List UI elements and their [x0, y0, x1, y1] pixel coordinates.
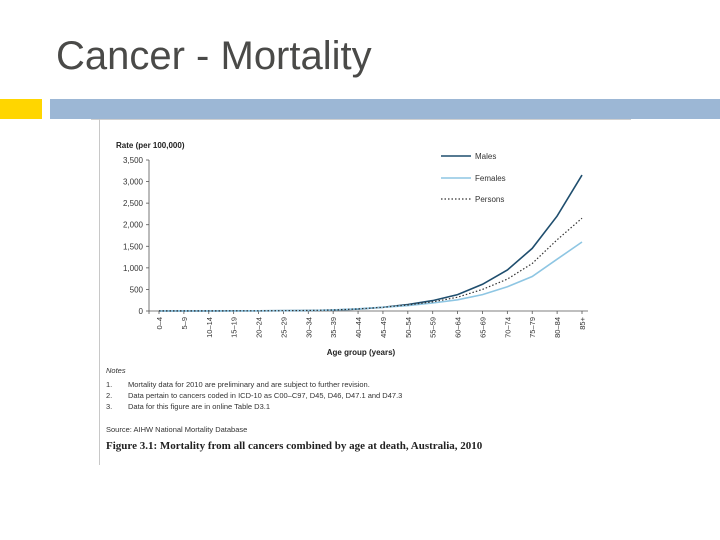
y-tick-label: 1,000	[123, 264, 144, 273]
series-line-males	[159, 174, 583, 312]
x-tick-label: 10–14	[205, 317, 214, 338]
y-tick-label: 0	[139, 307, 144, 316]
series-line-persons	[159, 217, 583, 312]
legend-label: Males	[475, 152, 496, 161]
x-tick-label: 20–24	[255, 317, 264, 338]
y-tick-label: 3,500	[123, 156, 144, 165]
accent-bar-yellow	[0, 99, 42, 119]
x-tick-label: 80–84	[553, 317, 562, 338]
figure-caption: Figure 3.1: Mortality from all cancers c…	[106, 440, 483, 452]
series-line-females	[159, 241, 583, 312]
x-tick-label: 85+	[578, 316, 587, 329]
series-lines	[159, 174, 583, 312]
note-item: 2. Data pertain to cancers coded in ICD-…	[106, 390, 402, 401]
legend-label: Persons	[475, 195, 504, 204]
note-text: Mortality data for 2010 are preliminary …	[128, 380, 370, 389]
x-tick-label: 25–29	[279, 317, 288, 338]
y-tick-label: 500	[130, 285, 144, 294]
x-tick-label: 50–54	[404, 317, 413, 338]
figure-left-border	[99, 119, 100, 465]
y-tick-label: 3,000	[123, 178, 144, 187]
note-number: 2.	[106, 391, 113, 400]
note-text: Data pertain to cancers coded in ICD-10 …	[128, 391, 403, 400]
figure-panel: Rate (per 100,000) Age group (years) 0 50…	[91, 119, 631, 465]
note-item: 3. Data for this figure are in online Ta…	[106, 401, 402, 412]
x-tick-label: 35–39	[329, 317, 338, 338]
figure-top-border	[91, 119, 631, 120]
x-tick-label: 15–19	[230, 317, 239, 338]
slide-title: Cancer - Mortality	[56, 34, 372, 78]
x-tick-label: 30–34	[304, 317, 313, 338]
x-tick-label: 70–74	[503, 317, 512, 338]
x-tick-label: 65–69	[478, 317, 487, 338]
note-text: Data for this figure are in online Table…	[128, 402, 271, 411]
y-tick-label: 2,500	[123, 199, 144, 208]
source-note: Source: AIHW National Mortality Database	[106, 425, 248, 434]
notes-list: 1. Mortality data for 2010 are prelimina…	[106, 379, 402, 412]
accent-bar-blue	[50, 99, 720, 119]
x-axis: 0–4 5–9 10–14 15–19 20–24 25–29 30–34 35–39 40–4…	[149, 310, 588, 338]
x-tick-label: 60–64	[454, 317, 463, 338]
legend-label: Females	[475, 174, 506, 183]
x-tick-label: 55–59	[429, 317, 438, 338]
x-axis-label: Age group (years)	[327, 348, 396, 357]
note-number: 1.	[106, 380, 113, 389]
y-axis-label: Rate (per 100,000)	[116, 141, 185, 150]
notes-title: Notes	[106, 366, 126, 375]
y-axis: 0 500 1,000 1,500 2,000 2,500 3,000 3,500	[123, 156, 150, 316]
x-tick-label: 75–79	[528, 317, 537, 338]
note-item: 1. Mortality data for 2010 are prelimina…	[106, 379, 402, 390]
note-number: 3.	[106, 402, 113, 411]
y-tick-label: 2,000	[123, 221, 144, 230]
mortality-line-chart: Rate (per 100,000) Age group (years) 0 50…	[116, 141, 588, 357]
x-tick-label: 40–44	[354, 317, 363, 338]
x-tick-label: 0–4	[155, 317, 164, 330]
x-tick-label: 5–9	[180, 317, 189, 330]
x-tick-label: 45–49	[379, 317, 388, 338]
legend: Males Females Persons	[441, 152, 506, 204]
y-tick-label: 1,500	[123, 242, 144, 251]
